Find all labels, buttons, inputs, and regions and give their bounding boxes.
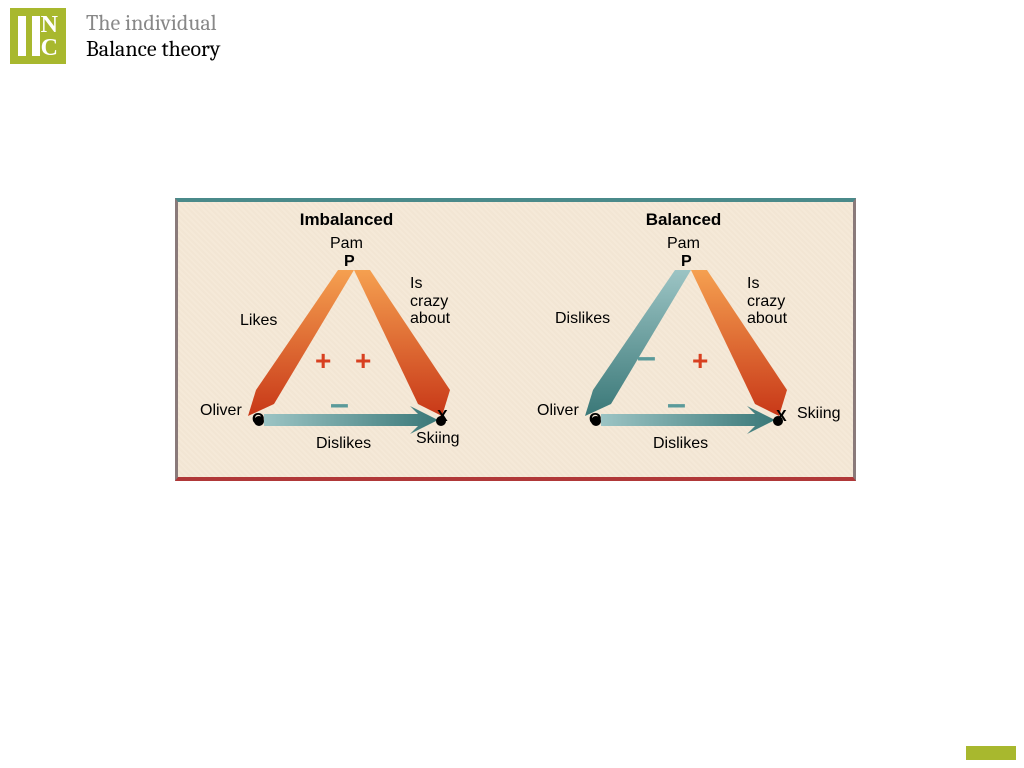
edge-label-po: Dislikes [555, 310, 610, 328]
slide-subtitle: The individual [86, 10, 220, 36]
edge-label-ox: Dislikes [653, 435, 708, 453]
slide-header: NC The individual Balance theory [0, 0, 1024, 72]
sign-minus-icon: – [667, 387, 684, 421]
vertex-dot [773, 416, 783, 426]
edge-label-px: Is crazy about [747, 275, 787, 328]
sign-plus-icon: + [355, 347, 371, 375]
balance-theory-diagram: Imbalanced Pam P Oliver O X Skiing Likes… [175, 198, 856, 481]
edge-label-ox: Dislikes [316, 435, 371, 453]
panel-imbalanced: Imbalanced Pam P Oliver O X Skiing Likes… [178, 202, 515, 469]
node-label-skiing: Skiing [416, 430, 460, 448]
slide-title: Balance theory [86, 36, 220, 62]
vertex-dot [254, 416, 264, 426]
node-label-oliver: Oliver [200, 402, 242, 420]
sign-plus-icon: + [692, 347, 708, 375]
node-label-pam: Pam [330, 235, 363, 253]
node-letter-p: P [681, 253, 692, 271]
sign-minus-icon: – [637, 340, 654, 374]
node-letter-p: P [344, 253, 355, 271]
panel-title: Imbalanced [178, 210, 515, 230]
footer-accent-bar [966, 746, 1016, 760]
vertex-dot [591, 416, 601, 426]
panel-balanced: Balanced Pam P Oliver O X Skiing Dislike… [515, 202, 852, 469]
edge-label-px: Is crazy about [410, 275, 450, 328]
panel-title: Balanced [515, 210, 852, 230]
sign-minus-icon: – [330, 387, 347, 421]
sign-plus-icon: + [315, 347, 331, 375]
node-label-skiing: Skiing [797, 405, 841, 423]
vertex-dot [436, 416, 446, 426]
edge-label-po: Likes [240, 312, 277, 330]
node-label-pam: Pam [667, 235, 700, 253]
nci-logo: NC [10, 8, 66, 64]
node-label-oliver: Oliver [537, 402, 579, 420]
